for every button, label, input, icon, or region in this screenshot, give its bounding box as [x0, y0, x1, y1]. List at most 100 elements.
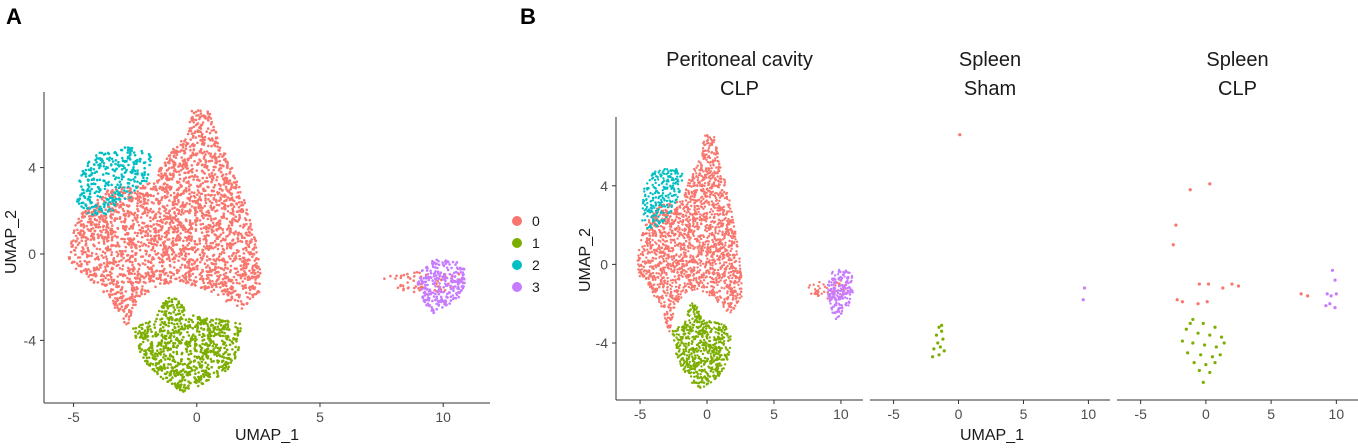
- point-cluster-1: [168, 348, 172, 351]
- point-cluster-1: [171, 355, 174, 358]
- point-cluster-2: [136, 158, 139, 162]
- point-cluster-1: [218, 331, 221, 334]
- point-cluster-0: [206, 127, 210, 130]
- point-cluster-0: [211, 139, 215, 142]
- point-cluster-0: [213, 173, 217, 176]
- point-cluster-0: [235, 281, 239, 285]
- point-cluster-0: [245, 222, 248, 226]
- point-cluster-1: [193, 347, 196, 350]
- point-cluster-0: [251, 295, 255, 299]
- point-cluster-0: [738, 264, 741, 267]
- point-cluster-0: [253, 293, 256, 296]
- point-cluster-1: [233, 357, 237, 360]
- panel-a-points: [67, 109, 466, 393]
- point-cluster-0: [711, 261, 714, 265]
- point-cluster-0: [220, 174, 224, 178]
- point-cluster-2: [81, 169, 85, 173]
- point-cluster-1: [186, 366, 189, 369]
- point-cluster-0: [210, 245, 213, 248]
- point-cluster-0: [219, 184, 222, 187]
- point-cluster-1: [184, 386, 188, 390]
- point-cluster-0: [215, 280, 218, 283]
- point-cluster-1: [169, 378, 173, 382]
- point-cluster-0: [718, 199, 721, 203]
- point-cluster-0: [208, 269, 212, 272]
- point-cluster-0: [136, 273, 140, 276]
- point-cluster-0: [131, 219, 135, 222]
- point-cluster-0: [85, 269, 88, 273]
- point-cluster-0: [674, 285, 678, 288]
- facet-title-line1: Peritoneal cavity: [666, 49, 813, 71]
- point-cluster-0: [249, 251, 252, 254]
- point-cluster-0: [660, 305, 663, 308]
- legend-label-0: 0: [532, 213, 540, 229]
- point-cluster-0: [191, 136, 195, 139]
- point-cluster-3: [434, 266, 437, 269]
- point-cluster-0: [192, 178, 195, 181]
- point-cluster-0: [143, 186, 146, 190]
- point-cluster-0: [176, 208, 180, 212]
- point-cluster-0: [718, 163, 721, 166]
- point-cluster-0: [113, 306, 117, 309]
- point-cluster-0: [133, 216, 137, 219]
- point-cluster-0: [185, 181, 188, 184]
- point-cluster-0: [215, 203, 219, 207]
- panel-a-x-tick-label: -5: [67, 409, 80, 425]
- point-cluster-0: [661, 242, 665, 246]
- point-cluster-0: [150, 258, 154, 261]
- point-cluster-0: [234, 271, 238, 275]
- point-cluster-1: [160, 317, 164, 321]
- point-cluster-1: [147, 322, 150, 325]
- point-cluster-0: [256, 275, 260, 279]
- point-cluster-1: [141, 340, 145, 344]
- point-cluster-0: [690, 198, 694, 201]
- point-cluster-0: [697, 210, 700, 214]
- point-cluster-0: [208, 115, 211, 119]
- point-cluster-1: [140, 348, 144, 351]
- point-cluster-0: [188, 127, 192, 130]
- point-cluster-0: [104, 192, 108, 196]
- point-cluster-0: [654, 257, 658, 260]
- point-cluster-0: [178, 173, 181, 176]
- point-cluster-2: [147, 152, 151, 156]
- point-cluster-0: [180, 210, 184, 214]
- point-cluster-2: [82, 191, 86, 195]
- point-cluster-3: [448, 263, 451, 266]
- point-cluster-0: [244, 271, 247, 275]
- point-cluster-0: [671, 281, 674, 284]
- point-cluster-1: [237, 346, 240, 349]
- point-cluster-3: [434, 277, 437, 281]
- point-cluster-0: [172, 175, 175, 179]
- point-cluster-0: [95, 206, 99, 210]
- point-cluster-0: [239, 300, 243, 303]
- point-cluster-0: [188, 211, 191, 215]
- point-cluster-0: [93, 272, 96, 275]
- point-cluster-1: [145, 356, 149, 360]
- point-cluster-0: [184, 257, 187, 261]
- point-cluster-0: [114, 230, 117, 234]
- point-cluster-2: [121, 156, 124, 160]
- point-cluster-0: [254, 275, 257, 279]
- point-cluster-1: [164, 314, 168, 318]
- point-cluster-0: [77, 264, 80, 268]
- point-cluster-0: [714, 231, 717, 235]
- point-cluster-1: [154, 364, 158, 367]
- point-cluster-0: [209, 242, 212, 245]
- point-cluster-1: [139, 323, 142, 327]
- point-cluster-1: [162, 363, 166, 366]
- point-cluster-1: [159, 328, 162, 332]
- point-cluster-2: [76, 198, 79, 201]
- point-cluster-1: [183, 309, 186, 312]
- point-cluster-0: [232, 181, 236, 184]
- point-cluster-0: [199, 192, 203, 196]
- point-cluster-2: [143, 171, 146, 174]
- point-cluster-1: [172, 371, 176, 375]
- point-cluster-1: [183, 389, 187, 392]
- point-cluster-0: [700, 237, 703, 241]
- cluster-1-bottom: [132, 296, 242, 393]
- point-cluster-2: [148, 163, 151, 167]
- point-cluster-0: [661, 276, 664, 280]
- point-cluster-0: [180, 156, 183, 159]
- point-cluster-0: [240, 208, 244, 211]
- point-cluster-0: [208, 257, 211, 261]
